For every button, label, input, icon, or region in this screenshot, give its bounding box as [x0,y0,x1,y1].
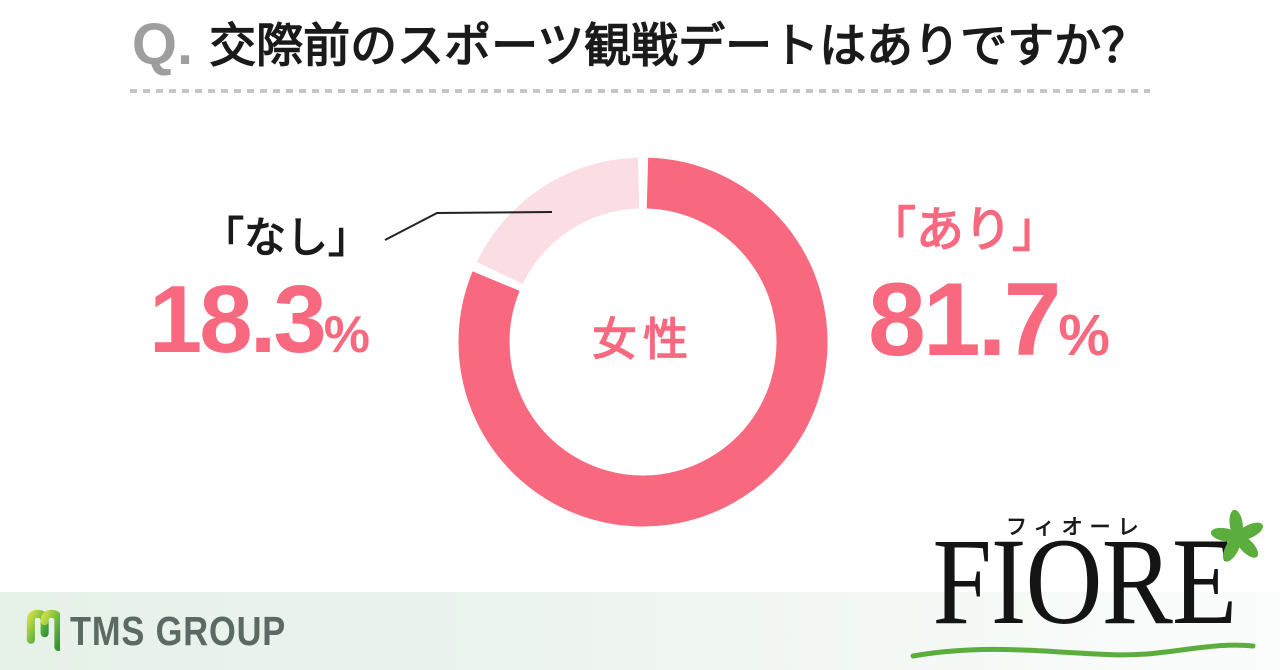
dashed-divider [130,89,1150,93]
footer-band [0,592,1280,670]
fiore-swoosh-underline [910,642,1256,659]
tms-group-text: TMS GROUP [70,608,287,654]
slice-label-no: 「なし」 18.3% [149,217,370,368]
slice-label-yes: 「あり」 81.7% [868,204,1110,373]
fiore-wordmark: FIORE [932,513,1237,650]
slice-name-no: 「なし」 [201,214,370,261]
donut-slices [458,157,828,527]
tms-m-icon [26,609,60,652]
slice-value-yes: 81.7 [868,262,1061,378]
fiore-kana-text: フィオーレ [1006,516,1146,539]
slice-value-row-yes: 81.7% [868,268,1110,372]
question-prefix: Q. [131,12,194,77]
question-text: 交際前のスポーツ観戦デートはありですか？ [209,19,1149,72]
slice-unit-yes: % [1058,303,1110,368]
slice-value-no: 18.3 [148,266,327,373]
donut-center-label: 女性 [591,314,694,365]
slice-name-yes: 「あり」 [868,204,1061,257]
donut-slice-no [476,157,640,285]
donut-slice-yes [458,157,828,527]
fiore-clover-icon [1210,509,1264,562]
page-title: Q. 交際前のスポーツ観戦デートはありですか？ [0,16,1280,74]
slice-value-row-no: 18.3% [149,272,370,368]
slice-unit-no: % [323,306,370,364]
leader-line-no [384,211,553,241]
